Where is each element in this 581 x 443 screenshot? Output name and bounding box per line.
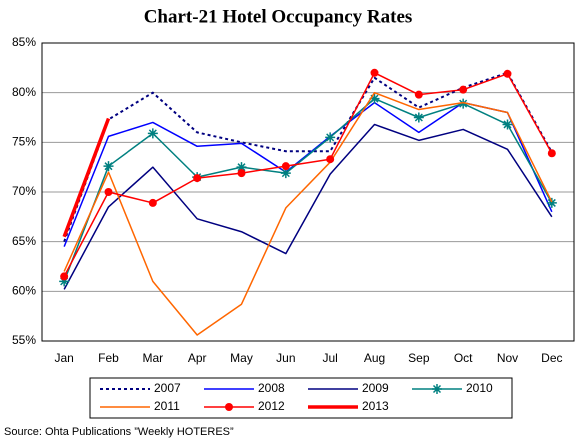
x-tick-label: Mar [142,351,163,365]
point [369,93,380,104]
x-tick-label: Nov [497,351,518,365]
point [326,155,335,164]
legend-label: 2011 [154,399,180,413]
legend-label: 2007 [154,381,181,395]
series-line [63,97,553,282]
point [148,198,157,207]
series-line [62,117,111,238]
point [414,90,423,99]
x-tick-label: Feb [98,351,119,365]
point [503,69,512,78]
x-tick-label: Sep [408,351,430,365]
x-tick-label: Aug [364,351,385,365]
y-tick-label: 80% [12,85,36,99]
x-tick-label: Jan [54,351,73,365]
point [281,162,290,171]
x-tick-label: Dec [541,351,562,365]
point [60,272,69,281]
x-tick-label: Oct [454,351,473,365]
y-tick-label: 75% [12,135,36,149]
point [458,98,469,109]
legend-label: 2013 [362,399,389,413]
x-tick-label: Jul [322,351,337,365]
y-tick-label: 65% [12,234,36,248]
point [546,197,557,208]
y-tick-label: 85% [12,35,36,49]
y-tick-label: 55% [12,333,36,347]
point [547,149,556,158]
point [325,132,336,143]
legend-label: 2008 [258,381,285,395]
series-line [63,123,553,290]
point [59,276,70,287]
series-line [63,101,553,247]
y-tick-label: 70% [12,184,36,198]
x-tick-label: Apr [188,351,207,365]
chart-title: Chart-21 Hotel Occupancy Rates [144,6,413,27]
legend-label: 2009 [362,381,389,395]
point [502,119,513,130]
series-line [63,91,553,336]
legend-box [89,377,513,419]
series-line [63,71,553,243]
point [413,112,424,123]
legend-label: 2010 [466,381,493,395]
point [225,403,233,411]
source-note: Source: Ohta Publications ”Weekly HOTERE… [4,426,234,438]
plot-frame [41,42,575,342]
x-tick-label: May [230,351,253,365]
y-tick-label: 60% [12,284,36,298]
x-tick-label: Jun [276,351,295,365]
point [432,384,442,394]
point [370,68,379,77]
point [193,174,202,183]
legend-label: 2012 [258,399,285,413]
point [236,162,247,173]
point [237,169,246,178]
point [104,188,113,196]
series-line [63,72,553,277]
point [280,168,291,179]
point [459,85,468,94]
point [147,128,158,139]
point [103,161,114,172]
